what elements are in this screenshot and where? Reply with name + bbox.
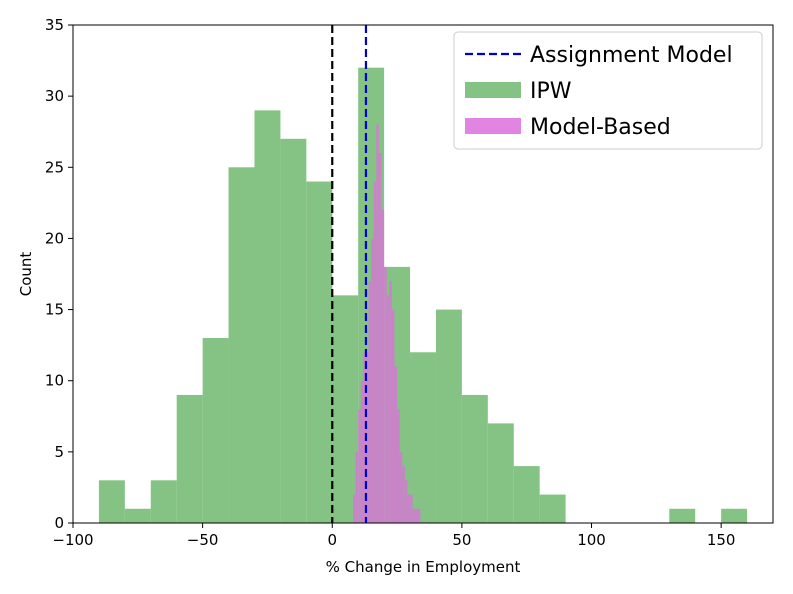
ipw-bar-24 xyxy=(721,508,748,523)
y-tick-label: 35 xyxy=(45,16,64,34)
model-based-bar-7 xyxy=(371,238,374,523)
model-based-bar-8 xyxy=(373,181,377,523)
model-based-bar-2 xyxy=(358,409,361,523)
model-based-bar-20 xyxy=(404,480,408,523)
y-tick-label: 20 xyxy=(45,229,64,247)
y-tick-label: 25 xyxy=(45,158,64,176)
model-based-bar-16 xyxy=(394,366,398,523)
ipw-bar-17 xyxy=(539,494,566,523)
model-based-bar-10 xyxy=(378,153,382,524)
y-axis-ticks: 0 5 10 15 20 25 30 35 xyxy=(45,16,73,532)
ipw-bar-9 xyxy=(332,295,359,523)
ipw-bars xyxy=(98,67,748,524)
legend-swatch-model-based xyxy=(465,118,521,134)
legend-label-ipw: IPW xyxy=(530,79,572,104)
model-based-bar-4 xyxy=(363,352,366,523)
ipw-bar-12 xyxy=(410,352,436,523)
x-axis-label: % Change in Employment xyxy=(326,558,521,576)
model-based-bar-22 xyxy=(410,494,413,523)
model-based-bar-5 xyxy=(365,352,369,523)
model-based-bar-18 xyxy=(399,451,403,523)
ipw-bar-8 xyxy=(306,181,333,523)
y-tick-label: 0 xyxy=(54,514,64,532)
x-tick-label: −100 xyxy=(52,531,93,549)
model-based-bar-24 xyxy=(415,508,418,523)
legend-box xyxy=(453,31,763,150)
model-based-bar-13 xyxy=(386,295,390,523)
ipw-bar-6 xyxy=(254,110,281,523)
model-based-bar-15 xyxy=(391,309,395,523)
ipw-bar-22 xyxy=(669,508,696,523)
model-based-bar-12 xyxy=(384,266,387,523)
ipw-bar-3 xyxy=(176,394,203,523)
model-based-bar-6 xyxy=(368,281,372,523)
legend-label-model-based: Model-Based xyxy=(530,115,671,140)
ipw-bar-4 xyxy=(202,338,229,523)
ipw-bar-5 xyxy=(228,167,255,524)
model-based-bar-23 xyxy=(412,508,416,523)
legend-swatch-ipw xyxy=(465,82,521,98)
x-tick-label: 150 xyxy=(707,531,736,549)
x-axis-ticks: −100 −50 0 50 100 150 xyxy=(52,523,735,549)
model-based-bar-17 xyxy=(397,409,400,523)
x-tick-label: 50 xyxy=(452,531,471,549)
ipw-bar-14 xyxy=(461,394,488,523)
y-tick-label: 15 xyxy=(45,301,64,319)
model-based-bar-21 xyxy=(407,494,411,523)
ipw-bar-1 xyxy=(124,508,151,523)
y-tick-label: 5 xyxy=(54,443,64,461)
legend-label-assignment-model: Assignment Model xyxy=(530,43,733,68)
ipw-bar-2 xyxy=(150,480,177,523)
y-tick-label: 30 xyxy=(45,87,64,105)
x-tick-label: 100 xyxy=(577,531,606,549)
model-based-bars xyxy=(353,124,421,524)
model-based-bar-3 xyxy=(360,380,364,523)
ipw-bar-13 xyxy=(435,309,462,523)
legend: Assignment Model IPW Model-Based xyxy=(453,31,763,150)
ipw-bar-15 xyxy=(487,423,514,523)
model-based-bar-19 xyxy=(402,466,405,523)
plot-frame xyxy=(72,24,774,524)
model-based-bar-25 xyxy=(417,508,421,523)
model-based-bar-9 xyxy=(376,124,379,523)
model-based-bar-1 xyxy=(355,451,359,523)
reference-lines xyxy=(331,25,368,523)
y-tick-label: 10 xyxy=(45,372,64,390)
y-axis-label: Count xyxy=(17,252,35,297)
ipw-bar-0 xyxy=(98,480,125,523)
model-based-bar-11 xyxy=(381,209,385,523)
x-tick-label: −50 xyxy=(187,531,219,549)
ipw-bar-16 xyxy=(513,466,540,523)
model-based-bar-0 xyxy=(353,494,356,523)
ipw-bar-7 xyxy=(280,138,307,524)
model-based-bar-14 xyxy=(389,281,392,523)
x-tick-label: 0 xyxy=(327,531,337,549)
